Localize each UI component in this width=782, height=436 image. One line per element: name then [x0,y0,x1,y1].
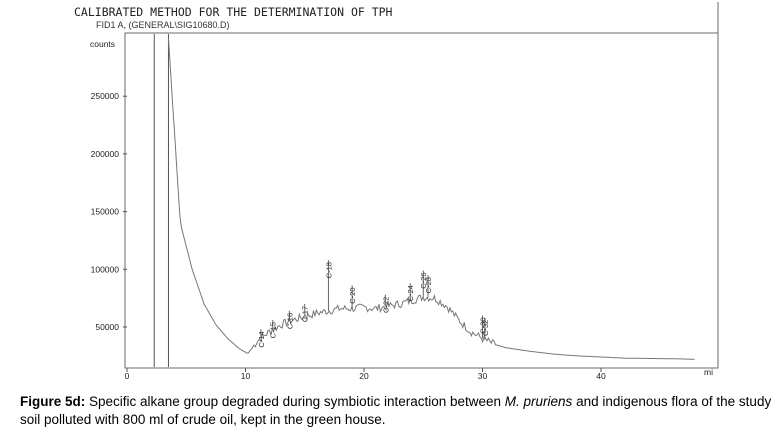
caption-text-2: and indigenous flora of the study soil p… [20,394,772,427]
x-tick-label: 10 [241,371,251,380]
x-tick-label: 30 [478,371,488,380]
trace-group [153,34,695,367]
y-tick-label: 50000 [95,322,119,332]
chromatogram-chart: CALIBRATED METHOD FOR THE DETERMINATION … [74,2,719,380]
peak-label: C-24 [406,285,415,301]
y-axis-label: counts [90,39,115,49]
peak-label: C-14 [257,331,266,347]
caption-species: M. pruriens [504,394,573,409]
peak-label: C-32 [481,320,490,336]
peak-label: C-26 [419,272,428,288]
peak-label: C-15 [269,322,278,338]
peak-label: C-28 [424,277,433,293]
x-tick-label: 20 [359,371,369,380]
y-tick-label: 100000 [91,264,120,274]
x-tick-label: 40 [596,371,606,380]
signal-label: FID1 A, (GENERAL\SIG10680.D) [96,20,230,30]
y-ticks: 50000 100000 150000 200000 250000 [91,91,127,332]
peak-labels: C-14C-15 C-16 C-17 C-18 C-20 C-22 C-24 C-26C-28… [257,262,490,348]
caption-text-1: Specific alkane group degraded during sy… [85,394,505,409]
peak-label: C-16 [285,313,294,329]
y-tick-label: 150000 [91,207,120,217]
chromatogram-trace [168,38,695,360]
peak-label: C-18 [324,262,333,278]
y-tick-label: 200000 [91,149,120,159]
peak-label: C-30 [479,317,488,333]
peak-label: C-20 [348,287,357,303]
x-tick-label: 0 [125,371,130,380]
method-title: CALIBRATED METHOD FOR THE DETERMINATION … [74,5,393,19]
x-ticks: 0 10 20 30 40 [125,368,606,380]
x-axis-label: mi [704,367,713,377]
peak-label: C-22 [381,297,390,313]
peak-label: C-17 [301,306,310,322]
figure-caption: Figure 5d: Specific alkane group degrade… [20,393,772,429]
plot-frame [124,32,719,369]
caption-label: Figure 5d: [20,394,86,409]
y-tick-label: 250000 [91,91,120,101]
